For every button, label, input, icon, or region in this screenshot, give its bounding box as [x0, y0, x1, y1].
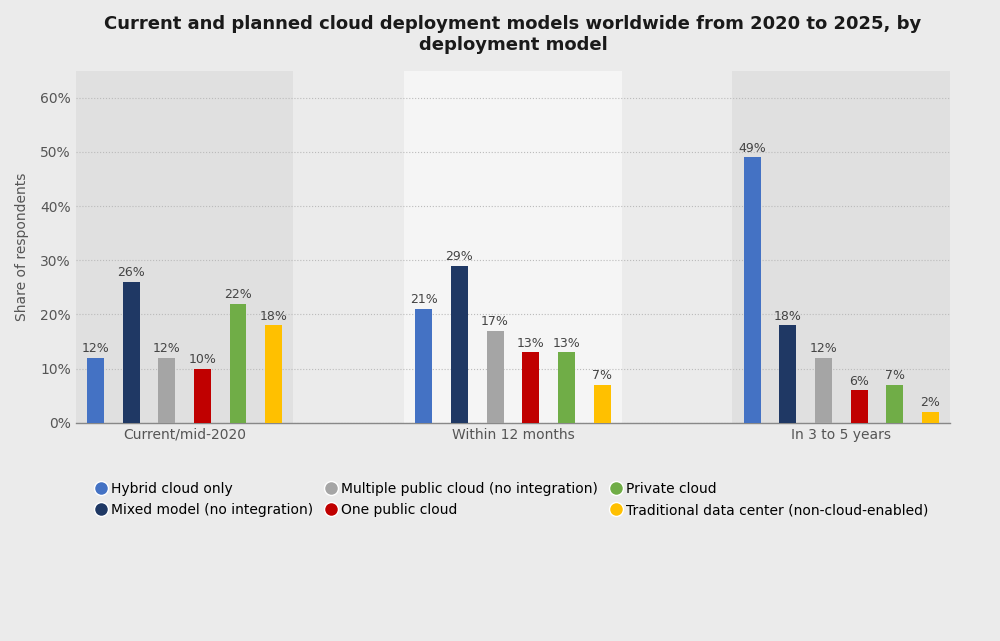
Bar — [594, 385, 611, 422]
Bar — [230, 304, 246, 422]
Text: 21%: 21% — [410, 294, 438, 306]
Bar — [76, 71, 293, 422]
Bar — [487, 331, 504, 422]
Bar — [815, 358, 832, 422]
Text: 13%: 13% — [517, 337, 545, 349]
Text: 29%: 29% — [446, 250, 473, 263]
Bar — [451, 265, 468, 422]
Bar — [87, 358, 104, 422]
Bar — [744, 157, 761, 422]
Bar — [415, 309, 432, 422]
Text: 22%: 22% — [224, 288, 252, 301]
Text: 12%: 12% — [82, 342, 109, 355]
Bar — [123, 282, 140, 422]
Text: 18%: 18% — [774, 310, 802, 322]
Text: 2%: 2% — [921, 396, 940, 409]
Bar — [922, 412, 939, 422]
Bar — [886, 385, 903, 422]
Bar — [851, 390, 868, 422]
Bar — [522, 353, 539, 422]
Y-axis label: Share of respondents: Share of respondents — [15, 172, 29, 321]
Bar — [158, 358, 175, 422]
Bar — [558, 353, 575, 422]
Text: 26%: 26% — [117, 266, 145, 279]
Bar — [404, 71, 622, 422]
Title: Current and planned cloud deployment models worldwide from 2020 to 2025, by
depl: Current and planned cloud deployment mod… — [104, 15, 922, 54]
Text: 49%: 49% — [738, 142, 766, 154]
Bar — [779, 325, 796, 422]
Bar — [732, 71, 950, 422]
Text: 7%: 7% — [885, 369, 905, 382]
Legend: Hybrid cloud only, Mixed model (no integration), Multiple public cloud (no integ: Hybrid cloud only, Mixed model (no integ… — [91, 476, 935, 524]
Text: 10%: 10% — [188, 353, 216, 366]
Text: 13%: 13% — [553, 337, 580, 349]
Bar — [194, 369, 211, 422]
Text: 12%: 12% — [153, 342, 181, 355]
Text: 18%: 18% — [260, 310, 288, 322]
Text: 7%: 7% — [592, 369, 612, 382]
Text: 12%: 12% — [810, 342, 837, 355]
Text: 6%: 6% — [849, 374, 869, 388]
Text: 17%: 17% — [481, 315, 509, 328]
Bar — [265, 325, 282, 422]
